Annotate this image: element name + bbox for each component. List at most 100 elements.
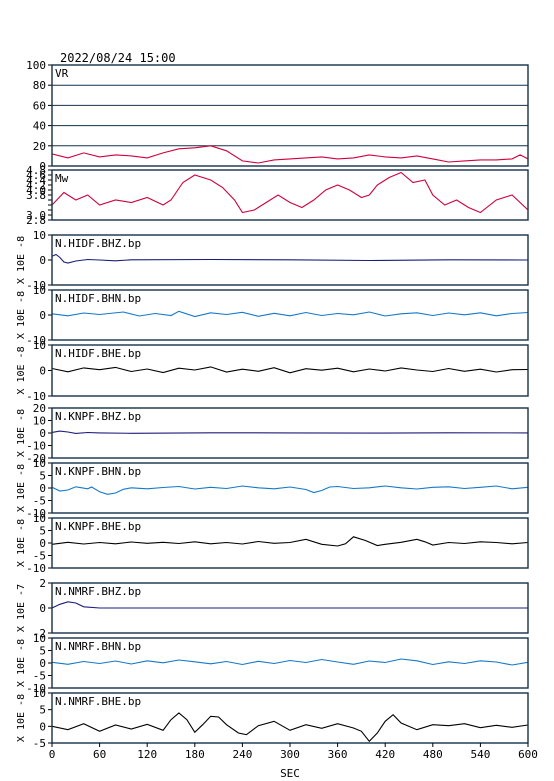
y-tick-label: 5 xyxy=(39,525,46,538)
y-tick-label: -10 xyxy=(26,507,46,520)
y-tick-label: 100 xyxy=(26,59,46,72)
series-line xyxy=(52,366,528,374)
y-axis-label: X 10E -7 xyxy=(16,584,27,632)
y-tick-label: 5 xyxy=(39,704,46,717)
y-tick-label: 40 xyxy=(33,120,46,133)
y-axis-label: X 10E -8 xyxy=(16,639,27,687)
y-axis-label: X 10E -8 xyxy=(16,236,27,284)
y-tick-label: 4.8 xyxy=(26,164,46,177)
panel-frame xyxy=(51,462,529,514)
x-tick-label: 180 xyxy=(185,748,205,761)
x-tick-label: 240 xyxy=(232,748,252,761)
y-tick-label: -20 xyxy=(26,452,46,465)
series-line xyxy=(52,430,528,434)
y-tick-label: 0 xyxy=(39,657,46,670)
y-tick-label: 4.2 xyxy=(26,179,46,192)
y-tick-label: 20 xyxy=(33,140,46,153)
y-tick-label: 0 xyxy=(39,720,46,733)
x-tick-label: 300 xyxy=(280,748,300,761)
panel-frame xyxy=(51,64,529,167)
y-tick-label: 4.0 xyxy=(26,184,46,197)
y-tick-label: -10 xyxy=(26,390,46,403)
y-tick-label: 2 xyxy=(39,577,46,590)
series-line xyxy=(52,310,528,318)
y-axis-label: X 10E -8 xyxy=(16,519,27,567)
y-tick-label: -5 xyxy=(33,495,46,508)
y-tick-label: 3.0 xyxy=(26,209,46,222)
y-axis-label: X 10E -8 xyxy=(16,694,27,742)
panel-frame xyxy=(51,169,529,221)
y-tick-label: 10 xyxy=(33,339,46,352)
panel-frame xyxy=(51,407,529,459)
y-tick-label: 60 xyxy=(33,99,46,112)
x-tick-label: 360 xyxy=(328,748,348,761)
panel-label: N.NMRF.BHE.bp xyxy=(55,695,141,708)
panel: 2.83.0 3.84.04.24.44.64.8 Mw xyxy=(26,164,529,227)
y-axis-label: X 10E -8 xyxy=(16,464,27,512)
y-tick-label: 0 xyxy=(39,482,46,495)
y-tick-label: -5 xyxy=(33,670,46,683)
panel-frame xyxy=(51,637,529,689)
series-line xyxy=(52,658,528,666)
y-tick-label: 0 xyxy=(39,160,46,173)
y-tick-label: 10 xyxy=(33,512,46,525)
y-tick-label: 80 xyxy=(33,79,46,92)
y-tick-label: 10 xyxy=(33,632,46,645)
panel: -10 0 10 X 10E -8 N.HIDF.BHZ.bp xyxy=(16,229,529,292)
y-tick-label: 10 xyxy=(33,229,46,242)
y-tick-label: -10 xyxy=(26,279,46,292)
x-tick-label: 480 xyxy=(423,748,443,761)
y-tick-label: -5 xyxy=(33,737,46,750)
y-axis-label: X 10E -8 xyxy=(16,291,27,339)
x-tick-label: 420 xyxy=(375,748,395,761)
panel-label: N.HIDF.BHN.bp xyxy=(55,292,141,305)
panel-label: N.KNPF.BHZ.bp xyxy=(55,410,141,423)
panel-frame xyxy=(51,582,529,634)
panel: 0 20 40 60 80 100 VR xyxy=(26,59,529,173)
y-tick-label: -10 xyxy=(26,562,46,575)
series-line xyxy=(52,485,528,495)
series-line xyxy=(52,253,528,264)
panel-label: VR xyxy=(55,67,69,80)
y-tick-label: 0 xyxy=(39,427,46,440)
panel-label: Mw xyxy=(55,172,69,185)
y-tick-label: 5 xyxy=(39,645,46,658)
x-tick-label: 0 xyxy=(49,748,56,761)
y-tick-label: -10 xyxy=(26,334,46,347)
y-tick-label: 10 xyxy=(33,284,46,297)
y-tick-label: 0 xyxy=(39,309,46,322)
panel-label: N.HIDF.BHZ.bp xyxy=(55,237,141,250)
panel: -10 0 10 X 10E -8 N.HIDF.BHN.bp xyxy=(16,284,529,347)
y-tick-label: -5 xyxy=(33,550,46,563)
x-tick-label: 60 xyxy=(93,748,106,761)
y-tick-label: 10 xyxy=(33,687,46,700)
panel-label: N.NMRF.BHZ.bp xyxy=(55,585,141,598)
y-tick-label: 0 xyxy=(39,602,46,615)
y-tick-label: -2 xyxy=(33,627,46,640)
panel: -5 0 5 10 X 10E -8 N.NMRF.BHE.bp xyxy=(16,687,529,750)
y-tick-label: 0 xyxy=(39,537,46,550)
y-tick-label: 4.6 xyxy=(26,169,46,182)
series-line xyxy=(52,145,528,164)
y-tick-label: 0 xyxy=(39,254,46,267)
y-tick-label: 3.8 xyxy=(26,189,46,202)
y-tick-label: -10 xyxy=(26,682,46,695)
y-axis-label: X 10E -8 xyxy=(16,409,27,457)
x-tick-label: 540 xyxy=(470,748,490,761)
panel-label: N.NMRF.BHN.bp xyxy=(55,640,141,653)
y-tick-label: 10 xyxy=(33,415,46,428)
panel-frame xyxy=(51,344,529,397)
panel-label: N.KNPF.BHN.bp xyxy=(55,465,141,478)
panel-group: 020406080100VR2.83.03.84.04.24.44.64.8Mw… xyxy=(16,59,529,750)
series-line xyxy=(52,171,528,214)
panel-frame xyxy=(51,234,529,286)
y-tick-label: 10 xyxy=(33,457,46,470)
y-tick-label: 2.8 xyxy=(26,214,46,227)
x-tick-label: 120 xyxy=(137,748,157,761)
panel: -2 0 2 X 10E -7 N.NMRF.BHZ.bp xyxy=(16,577,529,640)
y-axis-label: X 10E -8 xyxy=(16,346,27,394)
